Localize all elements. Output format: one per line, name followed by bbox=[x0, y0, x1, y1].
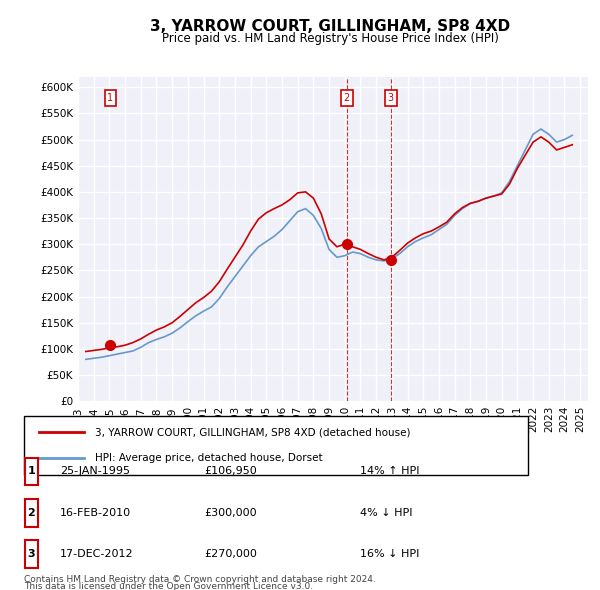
Text: 3, YARROW COURT, GILLINGHAM, SP8 4XD (detached house): 3, YARROW COURT, GILLINGHAM, SP8 4XD (de… bbox=[95, 428, 410, 437]
FancyBboxPatch shape bbox=[25, 458, 38, 485]
Text: 2: 2 bbox=[344, 93, 350, 103]
Text: £106,950: £106,950 bbox=[204, 467, 257, 476]
FancyBboxPatch shape bbox=[24, 416, 528, 475]
Text: 3: 3 bbox=[388, 93, 394, 103]
FancyBboxPatch shape bbox=[25, 499, 38, 526]
Text: 25-JAN-1995: 25-JAN-1995 bbox=[60, 467, 130, 476]
Text: 14% ↑ HPI: 14% ↑ HPI bbox=[360, 467, 419, 476]
Text: 2: 2 bbox=[28, 508, 35, 517]
FancyBboxPatch shape bbox=[25, 540, 38, 568]
Text: £300,000: £300,000 bbox=[204, 508, 257, 517]
Text: 17-DEC-2012: 17-DEC-2012 bbox=[60, 549, 134, 559]
Text: 3: 3 bbox=[28, 549, 35, 559]
Text: 1: 1 bbox=[28, 467, 35, 476]
Text: 1: 1 bbox=[107, 93, 113, 103]
Text: Contains HM Land Registry data © Crown copyright and database right 2024.: Contains HM Land Registry data © Crown c… bbox=[24, 575, 376, 584]
Text: This data is licensed under the Open Government Licence v3.0.: This data is licensed under the Open Gov… bbox=[24, 582, 313, 590]
Text: 4% ↓ HPI: 4% ↓ HPI bbox=[360, 508, 413, 517]
Text: 3, YARROW COURT, GILLINGHAM, SP8 4XD: 3, YARROW COURT, GILLINGHAM, SP8 4XD bbox=[150, 19, 510, 34]
Text: 16-FEB-2010: 16-FEB-2010 bbox=[60, 508, 131, 517]
Text: £270,000: £270,000 bbox=[204, 549, 257, 559]
Text: 16% ↓ HPI: 16% ↓ HPI bbox=[360, 549, 419, 559]
Text: Price paid vs. HM Land Registry's House Price Index (HPI): Price paid vs. HM Land Registry's House … bbox=[161, 32, 499, 45]
Text: HPI: Average price, detached house, Dorset: HPI: Average price, detached house, Dors… bbox=[95, 454, 322, 463]
